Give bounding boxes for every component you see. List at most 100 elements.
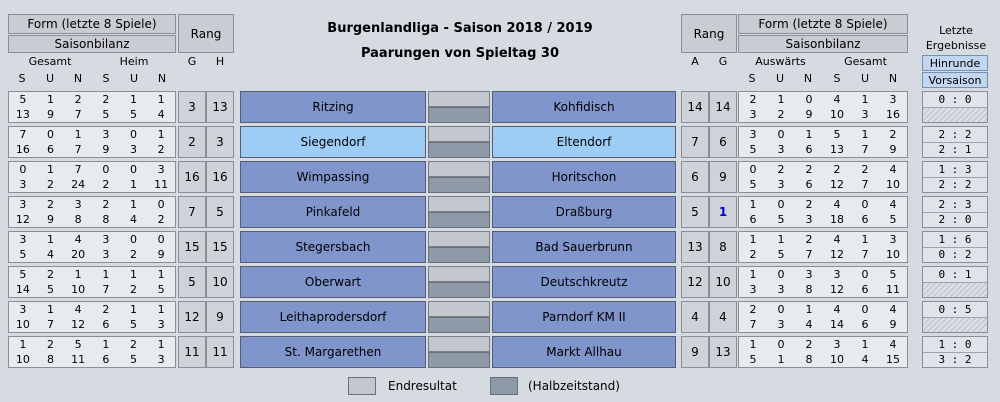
stat-cell: 24 bbox=[71, 178, 86, 191]
stat-cell: 20 bbox=[71, 248, 86, 261]
saisonbilanz-button-right[interactable]: Saisonbilanz bbox=[738, 35, 908, 53]
col-s: S bbox=[748, 72, 756, 85]
vorsaison-result: 3 : 2 bbox=[923, 351, 987, 368]
vorsaison-button[interactable]: Vorsaison bbox=[922, 72, 988, 88]
stat-cell: 3 bbox=[749, 128, 757, 141]
stat-cell: 2 bbox=[129, 283, 137, 296]
home-team-button[interactable]: St. Margarethen bbox=[240, 336, 426, 368]
stat-cell: 13 bbox=[15, 108, 30, 121]
home-rank-g: 3 bbox=[178, 91, 206, 123]
stat-cell: 2 bbox=[102, 198, 110, 211]
stat-cell: 4 bbox=[889, 163, 897, 176]
gesamt-label-left: Gesamt bbox=[28, 55, 72, 68]
stat-cell: 2 bbox=[777, 163, 785, 176]
away-team-button[interactable]: Draßburg bbox=[492, 196, 676, 228]
vorsaison-result: 0 : 2 bbox=[923, 246, 987, 263]
stat-cell: 7 bbox=[19, 128, 27, 141]
score-halftime bbox=[428, 177, 490, 193]
stat-cell: 12 bbox=[15, 213, 30, 226]
home-rank-g: 16 bbox=[178, 161, 206, 193]
home-team-button[interactable]: Wimpassing bbox=[240, 161, 426, 193]
stat-cell: 16 bbox=[886, 108, 900, 121]
stat-cell: 3 bbox=[102, 248, 110, 261]
home-rank-h: 16 bbox=[206, 161, 234, 193]
stat-cell: 5 bbox=[749, 353, 757, 366]
score-halftime bbox=[428, 107, 490, 123]
away-team-button[interactable]: Markt Allhau bbox=[492, 336, 676, 368]
away-team-button[interactable]: Eltendorf bbox=[492, 126, 676, 158]
away-team-button[interactable]: Parndorf KM II bbox=[492, 301, 676, 333]
stat-cell: 7 bbox=[102, 283, 110, 296]
home-team-button[interactable]: Ritzing bbox=[240, 91, 426, 123]
stat-cell: 1 bbox=[749, 338, 757, 351]
recent-results-box: 0 : 5 bbox=[922, 301, 988, 333]
stat-cell: 7 bbox=[46, 318, 54, 331]
hinrunde-result: 2 : 2 bbox=[938, 127, 972, 141]
score-final bbox=[428, 161, 490, 177]
away-stats-box: 1 0 2 4 0 4 6 5 3 18 6 5 bbox=[738, 196, 908, 228]
stat-cell: 10 bbox=[886, 248, 900, 261]
stat-cell: 2 bbox=[749, 248, 757, 261]
score-halftime bbox=[428, 212, 490, 228]
col-n: N bbox=[803, 72, 813, 85]
stat-cell: 1 bbox=[46, 303, 54, 316]
stat-cell: 3 bbox=[833, 338, 841, 351]
stat-cell: 5 bbox=[833, 128, 841, 141]
stat-cell: 3 bbox=[805, 268, 813, 281]
away-team-button[interactable]: Kohfidisch bbox=[492, 91, 676, 123]
stat-cell: 12 bbox=[830, 283, 844, 296]
stat-cell: 12 bbox=[71, 318, 86, 331]
stat-cell: 1 bbox=[157, 303, 165, 316]
stat-cell: 7 bbox=[861, 248, 869, 261]
stat-cell: 2 bbox=[805, 163, 813, 176]
home-team-button[interactable]: Stegersbach bbox=[240, 231, 426, 263]
col-g: G bbox=[718, 55, 728, 68]
rang-button-left[interactable]: Rang bbox=[178, 14, 234, 53]
stat-cell: 4 bbox=[74, 303, 82, 316]
saisonbilanz-button-left[interactable]: Saisonbilanz bbox=[8, 35, 176, 53]
stat-cell: 9 bbox=[889, 143, 897, 156]
away-rank-a: 12 bbox=[681, 266, 709, 298]
home-rank-h: 9 bbox=[206, 301, 234, 333]
form-button-left[interactable]: Form (letzte 8 Spiele) bbox=[8, 14, 176, 34]
stat-cell: 5 bbox=[157, 283, 165, 296]
score-final bbox=[428, 126, 490, 142]
stat-cell: 0 bbox=[129, 233, 137, 246]
stat-cell: 1 bbox=[129, 198, 137, 211]
stat-cell: 0 bbox=[46, 128, 54, 141]
home-team-button[interactable]: Siegendorf bbox=[240, 126, 426, 158]
stat-cell: 0 bbox=[777, 338, 785, 351]
col-g: G bbox=[187, 55, 197, 68]
home-rank-h: 13 bbox=[206, 91, 234, 123]
home-team-button[interactable]: Leithaprodersdorf bbox=[240, 301, 426, 333]
home-stats-box: 5 1 2 2 1 1 13 9 7 5 5 4 bbox=[8, 91, 176, 123]
home-rank-h: 15 bbox=[206, 231, 234, 263]
stat-cell: 10 bbox=[15, 318, 30, 331]
home-team-button[interactable]: Pinkafeld bbox=[240, 196, 426, 228]
away-team-button[interactable]: Bad Sauerbrunn bbox=[492, 231, 676, 263]
stat-cell: 2 bbox=[805, 233, 813, 246]
stat-cell: 2 bbox=[46, 338, 54, 351]
form-button-right[interactable]: Form (letzte 8 Spiele) bbox=[738, 14, 908, 34]
home-team-button[interactable]: Oberwart bbox=[240, 266, 426, 298]
stat-cell: 3 bbox=[19, 178, 27, 191]
away-team-button[interactable]: Deutschkreutz bbox=[492, 266, 676, 298]
away-team-button[interactable]: Horitschon bbox=[492, 161, 676, 193]
rang-button-right[interactable]: Rang bbox=[681, 14, 737, 53]
away-stats-box: 3 0 1 5 1 2 5 3 6 13 7 9 bbox=[738, 126, 908, 158]
home-rank-g: 15 bbox=[178, 231, 206, 263]
stat-cell: 4 bbox=[833, 233, 841, 246]
stat-cell: 3 bbox=[833, 268, 841, 281]
score-final bbox=[428, 91, 490, 107]
away-rank-a: 5 bbox=[681, 196, 709, 228]
stat-cell: 9 bbox=[157, 248, 165, 261]
hinrunde-button[interactable]: Hinrunde bbox=[922, 55, 988, 71]
away-rank-g: 6 bbox=[709, 126, 737, 158]
hinrunde-result: 1 : 3 bbox=[938, 162, 972, 176]
stat-cell: 2 bbox=[157, 213, 165, 226]
stat-cell: 9 bbox=[102, 143, 110, 156]
score-final bbox=[428, 336, 490, 352]
stat-cell: 12 bbox=[830, 248, 844, 261]
stat-cell: 6 bbox=[861, 283, 869, 296]
